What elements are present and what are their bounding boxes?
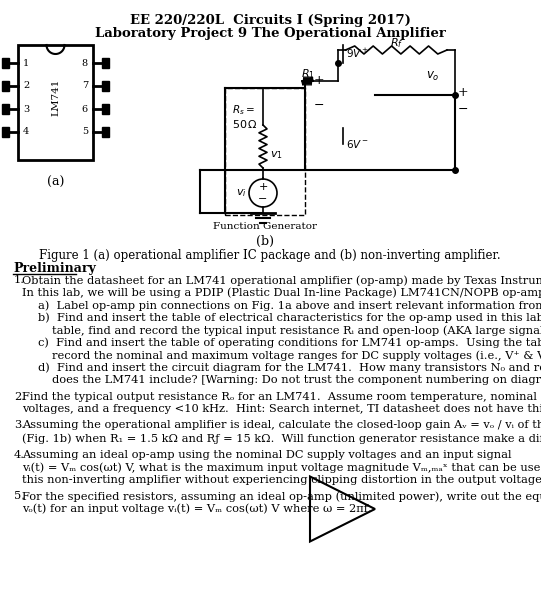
Bar (2, 104, 9, 114)
Text: Find the typical output resistance Rₒ for an LM741.  Assume room temperature, no: Find the typical output resistance Rₒ fo… (22, 391, 541, 402)
Text: Figure 1 (a) operational amplifier IC package and (b) non-inverting amplifier.: Figure 1 (a) operational amplifier IC pa… (39, 249, 501, 262)
Text: $v_1$: $v_1$ (270, 149, 283, 161)
Text: 4.: 4. (14, 449, 25, 460)
Bar (2, 58, 9, 68)
Text: Obtain the datasheet for an LM741 operational amplifier (op-amp) made by Texas I: Obtain the datasheet for an LM741 operat… (22, 275, 541, 286)
Text: +: + (458, 86, 469, 100)
Bar (102, 104, 109, 114)
Text: 2: 2 (23, 82, 29, 91)
Text: 6: 6 (82, 104, 88, 114)
Text: 5.: 5. (14, 491, 25, 501)
Text: d)  Find and insert the circuit diagram for the LM741.  How many transistors N₀ : d) Find and insert the circuit diagram f… (38, 362, 541, 373)
Text: In this lab, we will be using a PDIP (Plastic Dual In-line Package) LM741CN/NOPB: In this lab, we will be using a PDIP (Pl… (22, 288, 541, 298)
Text: vᵢ(t) = Vₘ cos(ωt) V, what is the maximum input voltage magnitude Vₘ,ₘₐˣ that ca: vᵢ(t) = Vₘ cos(ωt) V, what is the maximu… (22, 462, 541, 472)
Text: (b): (b) (256, 235, 274, 248)
Text: Assuming an ideal op-amp using the nominal DC supply voltages and an input signa: Assuming an ideal op-amp using the nomin… (22, 449, 511, 460)
Text: 2.: 2. (14, 391, 25, 402)
Text: +: + (258, 182, 268, 192)
Text: 8: 8 (82, 59, 88, 68)
Text: does the LM741 include? [Warning: Do not trust the component numbering on diagra: does the LM741 include? [Warning: Do not… (52, 375, 541, 385)
Text: Laboratory Project 9 The Operational Amplifier: Laboratory Project 9 The Operational Amp… (95, 27, 445, 40)
Text: c)  Find and insert the table of operating conditions for LM741 op-amps.  Using : c) Find and insert the table of operatin… (38, 338, 541, 348)
Bar (2, 127, 9, 137)
Text: table, find and record the typical input resistance Rᵢ and open-loop (AKA large : table, find and record the typical input… (52, 325, 541, 336)
Text: voltages, and a frequency <10 kHz.  Hint: Search internet, TI datasheet does not: voltages, and a frequency <10 kHz. Hint:… (22, 404, 541, 414)
Bar (102, 81, 109, 91)
Text: −: − (458, 103, 469, 115)
Text: For the specified resistors, assuming an ideal op-amp (unlimited power), write o: For the specified resistors, assuming an… (22, 491, 541, 501)
Bar (18, 45, 93, 160)
Text: LM741: LM741 (51, 79, 60, 116)
Text: $9V^+$: $9V^+$ (346, 47, 369, 60)
Text: b)  Find and insert the table of electrical characteristics for the op-amp used : b) Find and insert the table of electric… (38, 312, 541, 323)
Text: −: − (258, 194, 268, 204)
Text: (Fig. 1b) when R₁ = 1.5 kΩ and Rƒ = 15 kΩ.  Will function generator resistance m: (Fig. 1b) when R₁ = 1.5 kΩ and Rƒ = 15 k… (22, 433, 541, 443)
Text: 3.: 3. (14, 420, 25, 431)
Text: 4: 4 (23, 127, 29, 137)
Text: $R_1$: $R_1$ (300, 67, 314, 81)
Text: $6V^-$: $6V^-$ (346, 138, 368, 150)
Bar (102, 58, 109, 68)
Text: 1: 1 (23, 59, 29, 68)
Text: $R_f$: $R_f$ (390, 36, 403, 50)
Text: vₒ(t) for an input voltage vᵢ(t) = Vₘ cos(ωt) V where ω = 2πf.: vₒ(t) for an input voltage vᵢ(t) = Vₘ co… (22, 504, 371, 514)
Text: 7: 7 (82, 82, 88, 91)
Bar (225, 88, 305, 215)
Text: (a): (a) (47, 176, 64, 189)
Text: a)  Label op-amp pin connections on Fig. 1a above and insert relevant informatio: a) Label op-amp pin connections on Fig. … (38, 300, 541, 310)
Text: 1.: 1. (14, 275, 25, 285)
Text: record the nominal and maximum voltage ranges for DC supply voltages (i.e., V⁺ &: record the nominal and maximum voltage r… (52, 350, 541, 361)
Text: 3: 3 (23, 104, 29, 114)
Text: $R_s =$: $R_s =$ (232, 103, 255, 117)
Text: EE 220/220L  Circuits I (Spring 2017): EE 220/220L Circuits I (Spring 2017) (129, 14, 411, 27)
Bar (2, 81, 9, 91)
Text: Preliminary: Preliminary (13, 262, 96, 275)
Text: −: − (314, 98, 325, 112)
Text: $v_o$: $v_o$ (426, 70, 440, 83)
Text: Assuming the operational amplifier is ideal, calculate the closed-loop gain Aᵥ =: Assuming the operational amplifier is id… (22, 420, 541, 431)
Text: +: + (314, 74, 325, 88)
Bar (102, 127, 109, 137)
Text: $v_i$: $v_i$ (236, 187, 247, 199)
Text: this non-inverting amplifier without experiencing clipping distortion in the out: this non-inverting amplifier without exp… (22, 475, 541, 485)
Text: 5: 5 (82, 127, 88, 137)
Text: Function Generator: Function Generator (213, 222, 317, 231)
Text: $50\,\Omega$: $50\,\Omega$ (232, 118, 258, 130)
